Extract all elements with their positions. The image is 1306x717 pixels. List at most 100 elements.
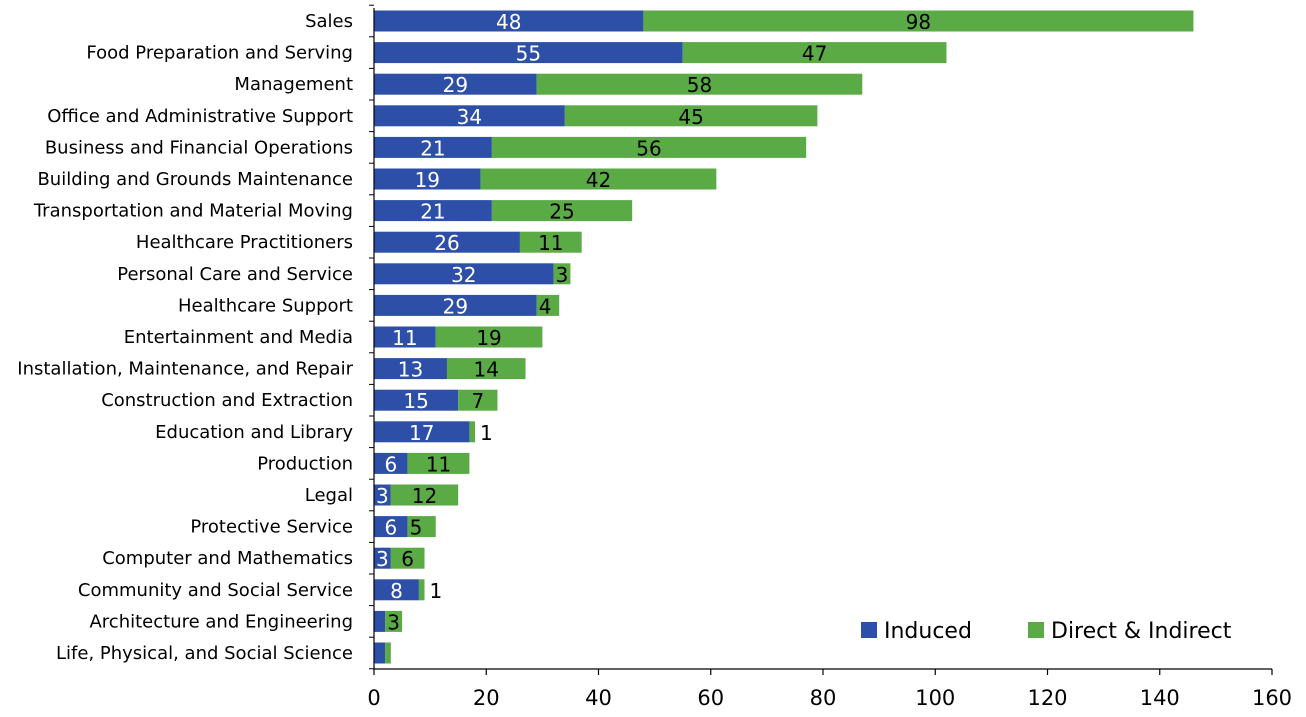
- bar-label-induced: 55: [516, 42, 541, 66]
- bar-label-induced: 26: [434, 231, 459, 255]
- bar-label-induced: 3: [376, 484, 389, 508]
- bar-label-induced: 6: [384, 516, 397, 540]
- legend-label-induced: Induced: [884, 619, 972, 644]
- bar-induced: [374, 484, 391, 506]
- bar-label-direct-indirect: 3: [387, 610, 400, 634]
- category-label: Business and Financial Operations: [45, 137, 353, 158]
- category-label: Healthcare Practitioners: [136, 232, 353, 253]
- bar-induced: [374, 263, 554, 285]
- x-tick-label: 80: [810, 686, 837, 710]
- bar-induced: [374, 200, 492, 222]
- x-tick-label: 140: [1140, 686, 1180, 710]
- legend-swatch-induced: [861, 622, 877, 638]
- bar-label-direct-indirect: 25: [549, 200, 574, 224]
- category-label: Transportation and Material Moving: [33, 201, 353, 222]
- bar-direct-indirect: [564, 105, 818, 127]
- bar-direct-indirect: [385, 610, 403, 632]
- bar-direct-indirect: [458, 389, 498, 411]
- legend: Induced Direct & Indirect: [861, 619, 1232, 644]
- bar-induced: [374, 389, 459, 411]
- x-tick-label: 160: [1252, 686, 1292, 710]
- category-label: Entertainment and Media: [124, 327, 353, 348]
- x-tick-label: 120: [1027, 686, 1067, 710]
- bar-label-direct-indirect: 4: [539, 294, 552, 318]
- bar-label-direct-indirect: 6: [401, 547, 414, 571]
- legend-swatch-direct-indirect: [1028, 622, 1044, 638]
- bar-label-induced: 17: [409, 421, 434, 445]
- x-tick-label: 0: [367, 686, 380, 710]
- bar-label-induced: 48: [496, 10, 521, 34]
- bar-induced: [374, 10, 644, 32]
- x-tick-label: 20: [473, 686, 500, 710]
- bar-label-induced: 29: [443, 73, 468, 97]
- bar-direct-indirect: [469, 421, 476, 443]
- category-label: Education and Library: [155, 422, 353, 443]
- bar-direct-indirect: [385, 642, 391, 664]
- bar-label-direct-indirect: 7: [471, 389, 484, 413]
- bar-label-direct-indirect: 98: [906, 10, 931, 34]
- bar-direct-indirect: [446, 358, 526, 380]
- bar-direct-indirect: [418, 579, 425, 601]
- bar-induced: [374, 452, 408, 474]
- bar-label-induced: 11: [392, 326, 417, 350]
- category-label: Community and Social Service: [78, 580, 353, 601]
- bar-label-direct-indirect: 42: [586, 168, 611, 192]
- bar-label-induced: 13: [398, 358, 423, 382]
- category-label: Legal: [305, 485, 353, 506]
- bar-direct-indirect: [480, 168, 717, 190]
- category-label: Protective Service: [190, 517, 353, 538]
- x-tick-label: 100: [915, 686, 955, 710]
- bar-direct-indirect: [553, 263, 571, 285]
- bar-label-direct-indirect: 45: [678, 105, 703, 129]
- category-label: Life, Physical, and Social Science: [56, 643, 353, 664]
- bar-induced: [374, 516, 408, 538]
- bar-induced: [374, 610, 386, 632]
- bar-label-induced: 21: [420, 200, 445, 224]
- bar-direct-indirect: [435, 326, 543, 348]
- bar-label-induced: 29: [443, 294, 468, 318]
- bar-induced: [374, 168, 481, 190]
- bar-direct-indirect: [643, 10, 1194, 32]
- bar-direct-indirect: [491, 136, 807, 158]
- bar-label-induced: 15: [403, 389, 428, 413]
- bar-label-direct-indirect: 5: [410, 516, 423, 540]
- bar-label-direct-indirect: 3: [556, 263, 569, 287]
- category-label: Food Preparation and Serving: [86, 43, 353, 64]
- bar-label-direct-indirect: 58: [687, 73, 712, 97]
- bar-induced: [374, 231, 520, 253]
- bar-label-direct-indirect: 19: [476, 326, 501, 350]
- x-tick-label: 60: [697, 686, 724, 710]
- category-label: Personal Care and Service: [117, 264, 353, 285]
- category-labels: Sales Food Preparation and Serving Managem…: [17, 11, 353, 664]
- bar-induced: [374, 294, 537, 316]
- category-label: Sales: [305, 11, 353, 32]
- bar-label-induced: 21: [420, 136, 445, 160]
- bar-direct-indirect: [407, 516, 436, 538]
- bar-induced: [374, 326, 436, 348]
- bar-label-induced: 3: [376, 547, 389, 571]
- bar-label-direct-indirect: 11: [538, 231, 563, 255]
- bar-induced: [374, 642, 386, 664]
- category-label: Installation, Maintenance, and Repair: [17, 359, 353, 380]
- bar-induced: [374, 421, 470, 443]
- bar-label-direct-indirect: 47: [802, 42, 827, 66]
- bar-induced: [374, 579, 419, 601]
- bar-label-direct-indirect: 12: [412, 484, 437, 508]
- bar-label-induced: 32: [451, 263, 476, 287]
- bar-direct-indirect: [390, 484, 459, 506]
- bar-direct-indirect: [407, 452, 470, 474]
- bar-direct-indirect: [519, 231, 582, 253]
- x-tick-label: 40: [585, 686, 612, 710]
- category-label: Healthcare Support: [178, 295, 353, 316]
- bar-direct-indirect: [682, 42, 947, 64]
- category-label: Architecture and Engineering: [89, 611, 353, 632]
- category-label: Computer and Mathematics: [102, 548, 353, 569]
- bar-induced: [374, 73, 537, 95]
- bar-direct-indirect: [491, 200, 633, 222]
- bar-label-direct-indirect: 11: [426, 452, 451, 476]
- bar-label-induced: 6: [384, 452, 397, 476]
- axes: 0 20 40 60 80 100 120 140 160: [367, 4, 1292, 710]
- bar-induced: [374, 42, 683, 64]
- legend-label-direct-indirect: Direct & Indirect: [1051, 619, 1232, 644]
